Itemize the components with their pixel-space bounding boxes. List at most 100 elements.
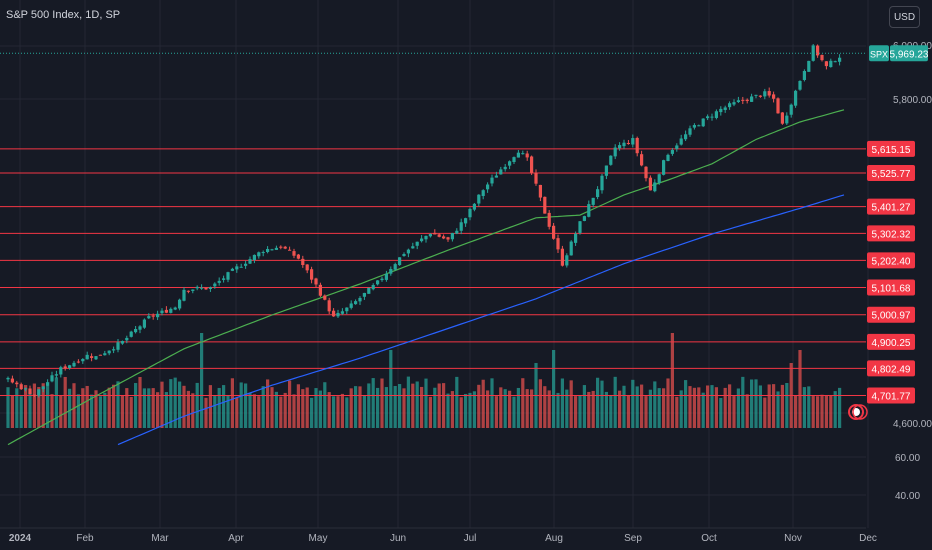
- volume-bar: [59, 395, 63, 428]
- volume-bar: [547, 390, 551, 428]
- volume-bar: [376, 387, 380, 428]
- volume-bar: [107, 387, 111, 428]
- candle-body: [807, 60, 811, 72]
- volume-bar: [428, 396, 432, 428]
- volume-bar: [684, 380, 688, 428]
- volume-bar: [327, 392, 331, 428]
- volume-bar: [824, 395, 828, 428]
- candle-body: [547, 212, 551, 227]
- level-label-bg: [867, 140, 915, 157]
- candle-body: [653, 182, 657, 192]
- candle-body: [129, 331, 133, 337]
- candle-body: [323, 295, 327, 300]
- candle-body: [437, 234, 441, 237]
- y-axis-tick: 5,800.00: [893, 95, 932, 106]
- volume-bar: [829, 395, 833, 428]
- candle-body: [446, 237, 450, 240]
- candle-body: [164, 309, 168, 313]
- volume-bar: [820, 394, 824, 428]
- candle-body: [754, 94, 758, 96]
- volume-bar: [213, 396, 217, 428]
- candle-body: [46, 382, 50, 386]
- volume-bar: [525, 389, 529, 428]
- candle-body: [556, 238, 560, 250]
- volume-bar: [723, 387, 727, 428]
- volume-bar: [41, 383, 45, 428]
- volume-bar: [235, 397, 239, 428]
- grid-lines: [0, 0, 869, 528]
- candle-body: [358, 297, 362, 302]
- candle-body: [719, 108, 723, 113]
- volume-bar: [420, 386, 424, 428]
- horizontal-levels[interactable]: 5,615.15 5,525.77 5,401.27 5,302.32 5,202.40…: [0, 140, 915, 404]
- candle-body: [772, 94, 776, 99]
- volume-bar: [37, 387, 41, 428]
- candle-body: [618, 145, 622, 149]
- candle-body: [516, 152, 520, 158]
- candle-body: [455, 230, 459, 234]
- volume-bar: [103, 392, 107, 428]
- candle-body: [217, 280, 221, 283]
- volume-bar: [785, 383, 789, 428]
- candle-body: [728, 103, 732, 108]
- candle-body: [745, 99, 749, 102]
- volume-bar: [10, 395, 14, 428]
- volume-bar: [63, 376, 67, 428]
- volume-bars: [6, 333, 842, 428]
- x-axis-tick: Jun: [390, 533, 406, 544]
- volume-bar: [648, 389, 652, 428]
- volume-bar: [569, 380, 573, 428]
- candle-body: [706, 116, 710, 119]
- x-axis-tick: Sep: [624, 533, 642, 544]
- candle-body: [552, 225, 556, 239]
- candle-body: [37, 389, 41, 396]
- candle-body: [156, 313, 160, 318]
- volume-bar: [662, 388, 666, 428]
- volume-bar: [270, 387, 274, 428]
- volume-bar: [15, 388, 19, 428]
- x-axis-tick: 2024: [9, 533, 32, 544]
- candle-body: [609, 155, 613, 165]
- candle-body: [820, 54, 824, 61]
- volume-bar: [706, 385, 710, 428]
- candle-body: [468, 208, 472, 218]
- candle-body: [318, 284, 322, 296]
- candle-body: [816, 45, 820, 56]
- volume-bar: [393, 386, 397, 428]
- candle-body: [90, 356, 94, 358]
- candle-body: [191, 289, 195, 291]
- candle-body: [213, 283, 217, 287]
- currency-button[interactable]: USD: [889, 6, 920, 28]
- volume-bar: [50, 394, 54, 428]
- volume-bar: [688, 386, 692, 428]
- volume-bar: [252, 394, 256, 428]
- level-label-bg: [867, 279, 915, 296]
- volume-bar: [679, 390, 683, 428]
- volume-bar: [129, 396, 133, 428]
- candle-body: [829, 60, 833, 68]
- candle-body: [24, 388, 28, 390]
- price-marker-value-bg: [890, 45, 928, 62]
- candle-body: [622, 142, 626, 147]
- volume-bar: [437, 383, 441, 428]
- x-axis-tick: Dec: [859, 533, 877, 544]
- volume-bar: [226, 395, 230, 428]
- volume-bar: [384, 387, 388, 428]
- candle-body: [336, 312, 340, 317]
- candle-body: [252, 254, 256, 261]
- volume-bar: [222, 385, 226, 428]
- candle-body: [670, 150, 674, 154]
- candle-body: [15, 382, 19, 385]
- volume-bar: [670, 333, 674, 428]
- volume-bar: [776, 391, 780, 428]
- volume-bar: [389, 350, 393, 428]
- level-label: 4,802.49: [872, 364, 911, 375]
- candle-body: [169, 308, 173, 313]
- volume-bar: [741, 376, 745, 428]
- candle-body: [688, 128, 692, 135]
- candle-body: [54, 374, 58, 376]
- volume-bar: [98, 396, 102, 428]
- volume-bar: [468, 392, 472, 428]
- volume-bar: [635, 386, 639, 428]
